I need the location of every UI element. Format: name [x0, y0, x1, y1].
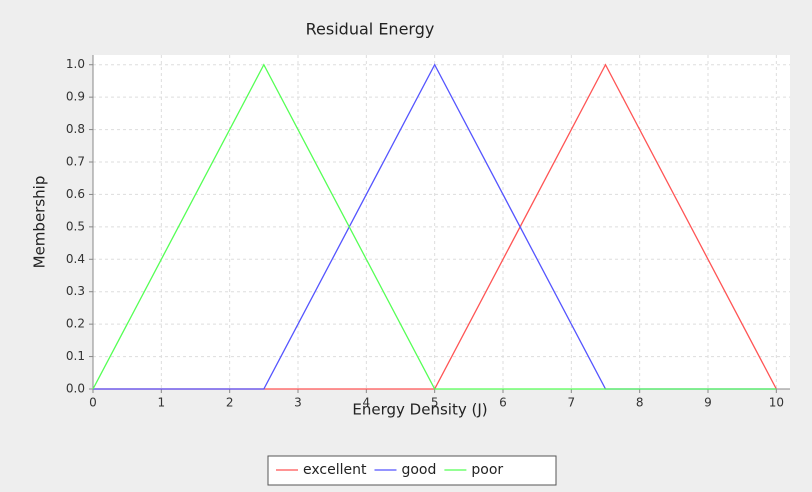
x-tick-label: 2 [226, 396, 234, 410]
x-tick-label: 0 [89, 396, 97, 410]
legend-label: excellent [303, 462, 367, 478]
x-tick-label: 5 [431, 396, 439, 410]
x-axis-label: Energy Density (J) [352, 401, 487, 419]
legend-box [267, 455, 557, 486]
chart-title: Residual Energy [306, 20, 435, 39]
y-tick-label: 0.6 [66, 187, 85, 201]
x-tick-label: 9 [704, 396, 712, 410]
y-tick-label: 0.0 [66, 382, 85, 396]
x-tick-label: 7 [568, 396, 576, 410]
x-tick-label: 4 [363, 396, 371, 410]
y-axis-label: Membership [31, 176, 49, 269]
y-tick-label: 0.1 [66, 349, 85, 363]
x-tick-label: 8 [636, 396, 644, 410]
y-tick-label: 0.5 [66, 219, 85, 233]
y-tick-label: 0.3 [66, 284, 85, 298]
legend-label: good [401, 462, 436, 478]
plot-area [93, 55, 790, 389]
y-tick-label: 0.8 [66, 122, 85, 136]
x-tick-label: 3 [294, 396, 302, 410]
series-line [92, 63, 777, 390]
y-tick-label: 0.4 [66, 252, 85, 266]
legend-label: poor [471, 462, 503, 478]
y-tick-label: 0.7 [66, 155, 85, 169]
x-tick-label: 1 [158, 396, 166, 410]
y-tick-label: 0.2 [66, 317, 85, 331]
y-tick-label: 0.9 [66, 90, 85, 104]
x-tick-label: 10 [769, 396, 784, 410]
y-tick-label: 1.0 [66, 57, 85, 71]
x-tick-label: 6 [499, 396, 507, 410]
